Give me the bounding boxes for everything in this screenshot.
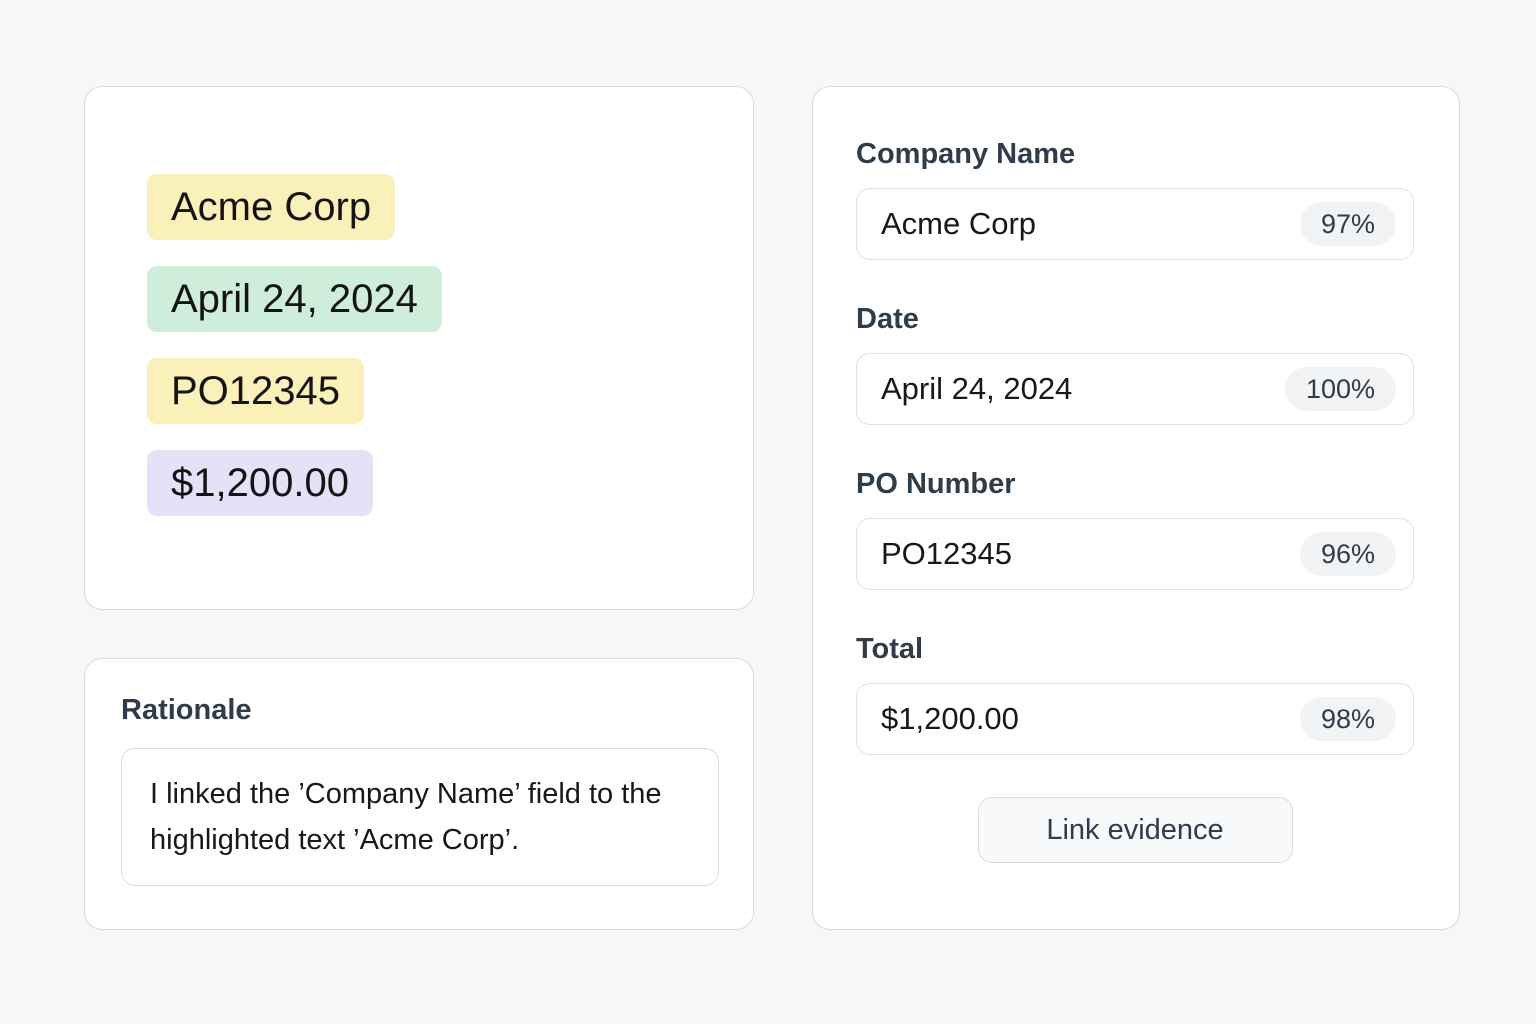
po-number-value: PO12345 (881, 536, 1012, 571)
company-name-label: Company Name (856, 138, 1076, 170)
po-number-label: PO Number (856, 468, 1016, 500)
po-number-input[interactable]: PO12345 96% (856, 518, 1414, 590)
form-panel: Company Name Acme Corp 97% Date April 24… (812, 86, 1460, 930)
rationale-panel: Rationale I linked the ’Company Name’ fi… (84, 658, 754, 930)
company-name-value: Acme Corp (881, 206, 1037, 241)
highlight-total[interactable]: $1,200.00 (147, 450, 373, 516)
date-label: Date (856, 303, 919, 335)
total-input[interactable]: $1,200.00 98% (856, 683, 1414, 755)
field-date: Date April 24, 2024 100% (856, 302, 1414, 425)
highlight-po-number[interactable]: PO12345 (147, 358, 365, 424)
company-name-input[interactable]: Acme Corp 97% (856, 188, 1414, 260)
button-row: Link evidence (856, 797, 1414, 863)
rationale-label: Rationale (121, 694, 252, 726)
po-number-confidence-badge: 96% (1299, 532, 1396, 576)
date-value: April 24, 2024 (881, 371, 1073, 406)
evidence-panel: Acme Corp April 24, 2024 PO12345 $1,200.… (84, 86, 754, 610)
date-confidence-badge: 100% (1284, 367, 1396, 411)
highlight-date[interactable]: April 24, 2024 (147, 266, 442, 332)
total-value: $1,200.00 (881, 701, 1019, 736)
date-input[interactable]: April 24, 2024 100% (856, 353, 1414, 425)
link-evidence-button[interactable]: Link evidence (977, 797, 1293, 863)
total-label: Total (856, 633, 924, 665)
field-po-number: PO Number PO12345 96% (856, 467, 1414, 590)
company-name-confidence-badge: 97% (1299, 202, 1396, 246)
highlight-company-name[interactable]: Acme Corp (147, 174, 396, 240)
rationale-text-box[interactable]: I linked the ’Company Name’ field to the… (121, 748, 719, 886)
field-total: Total $1,200.00 98% (856, 632, 1414, 755)
field-company-name: Company Name Acme Corp 97% (856, 137, 1414, 260)
total-confidence-badge: 98% (1299, 697, 1396, 741)
